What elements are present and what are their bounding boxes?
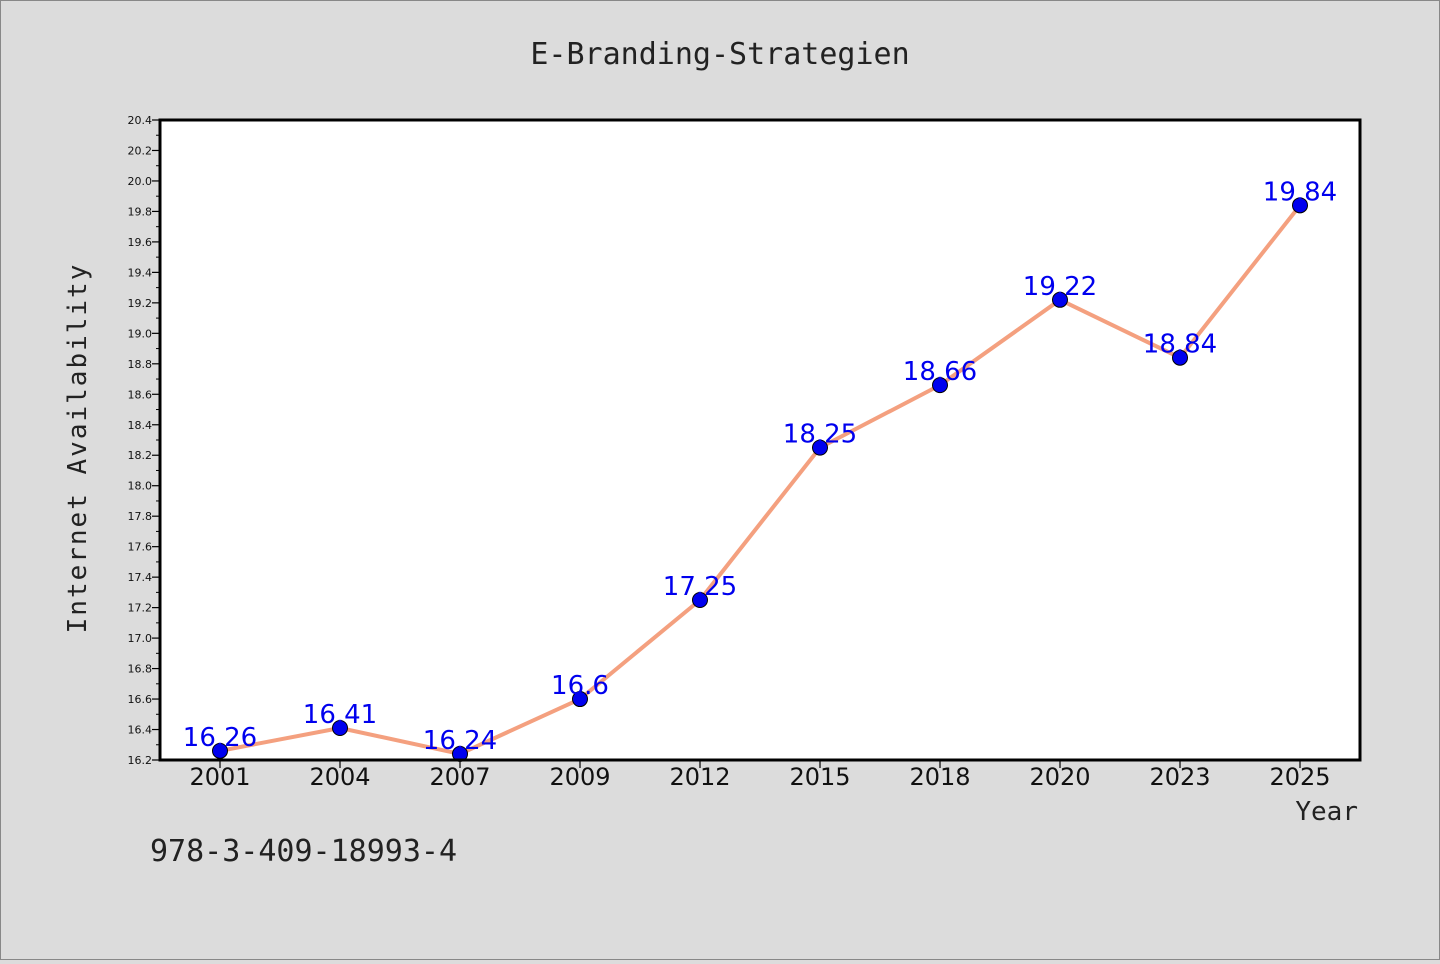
x-tick-label: 2007 [429,763,490,791]
data-point [932,377,948,394]
y-tick-label: 20.4 [128,114,153,127]
y-tick-label: 17.0 [128,632,153,645]
x-tick-label: 2025 [1269,763,1330,791]
y-tick-label: 18.4 [128,419,153,432]
x-tick-label: 2018 [909,763,970,791]
data-point [1052,291,1068,308]
isbn-caption: 978-3-409-18993-4 [150,834,458,869]
x-tick-label: 2009 [549,763,610,791]
y-tick-label: 19.0 [128,327,153,340]
y-tick-label: 20.0 [128,175,153,188]
data-point [332,720,348,736]
y-axis-ticks: 16.2 16.4 16.6 16.8 17.0 17.2 17.4 17.6 17.8 18.0… [128,114,160,767]
data-label: 18.66 [903,357,977,387]
data-label: 16.26 [183,723,257,753]
data-point [572,691,588,708]
y-tick-label: 17.6 [128,541,153,554]
y-tick-label: 18.2 [128,449,153,462]
y-tick-label: 18.8 [128,358,153,371]
chart-title: E-Branding-Strategien [530,37,909,72]
y-axis-label: Internet Availability [63,263,93,634]
data-point [692,592,708,608]
data-label: 16.6 [551,671,609,701]
x-axis-label: Year [1295,797,1358,827]
data-label: 18.25 [783,420,857,450]
data-point [1172,349,1188,366]
data-label: 19.84 [1263,177,1337,207]
data-point [1292,197,1308,214]
y-tick-label: 16.6 [128,693,153,706]
x-tick-label: 2023 [1149,763,1210,791]
x-tick-label: 2015 [789,763,850,791]
x-tick-label: 2004 [309,763,370,791]
plot-frame [158,118,1362,762]
y-tick-label: 18.6 [128,388,153,401]
y-tick-label: 16.8 [128,663,153,676]
y-tick-label: 16.2 [128,754,153,767]
y-tick-label: 17.2 [128,602,153,615]
x-tick-label: 2020 [1029,763,1090,791]
x-tick-label: 2001 [189,763,250,791]
x-axis-ticks: 2001 2004 2007 2009 2012 2015 2018 2020 2023 2025 [189,760,1331,791]
data-label: 18.84 [1143,330,1217,360]
series-line [219,204,1302,756]
data-point [812,439,828,456]
series-layer: 16.26 16.41 16.24 16.6 17.25 18.25 18.66 19.22 1… [183,177,1337,762]
y-tick-label: 17.8 [128,510,153,523]
y-tick-label: 20.2 [128,144,153,157]
x-tick-label: 2012 [669,763,730,791]
data-label: 19.22 [1023,272,1097,302]
y-tick-label: 19.4 [128,266,153,279]
y-tick-label: 17.4 [128,571,153,584]
y-tick-label: 19.6 [128,236,153,249]
y-tick-label: 19.8 [128,205,153,218]
data-label: 16.24 [423,726,497,756]
y-tick-label: 19.2 [128,297,153,310]
y-tick-label: 18.0 [128,480,153,493]
y-tick-label: 16.4 [128,724,153,737]
data-label: 17.25 [663,572,737,602]
plot-area [160,120,1360,760]
data-point [212,742,228,759]
data-label: 16.41 [303,700,377,730]
